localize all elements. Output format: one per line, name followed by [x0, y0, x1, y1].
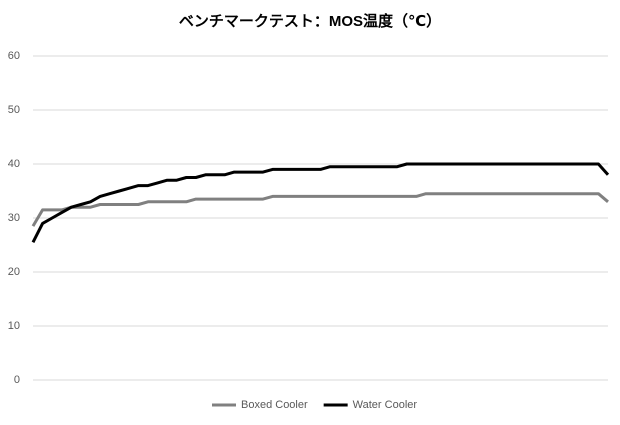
legend-label: Water Cooler [353, 399, 418, 411]
legend-label: Boxed Cooler [241, 399, 308, 411]
y-tick-label: 60 [8, 50, 20, 62]
series-line [31, 192, 609, 227]
chart-title: ベンチマークテスト：MOS温度（℃） [179, 12, 441, 30]
y-tick-label: 10 [8, 320, 20, 332]
y-tick-label: 40 [8, 158, 20, 170]
y-tick-label: 30 [8, 212, 20, 224]
y-tick-label: 50 [8, 104, 20, 116]
y-tick-label: 20 [8, 266, 20, 278]
y-tick-label: 0 [14, 374, 20, 386]
series-line [31, 162, 610, 243]
